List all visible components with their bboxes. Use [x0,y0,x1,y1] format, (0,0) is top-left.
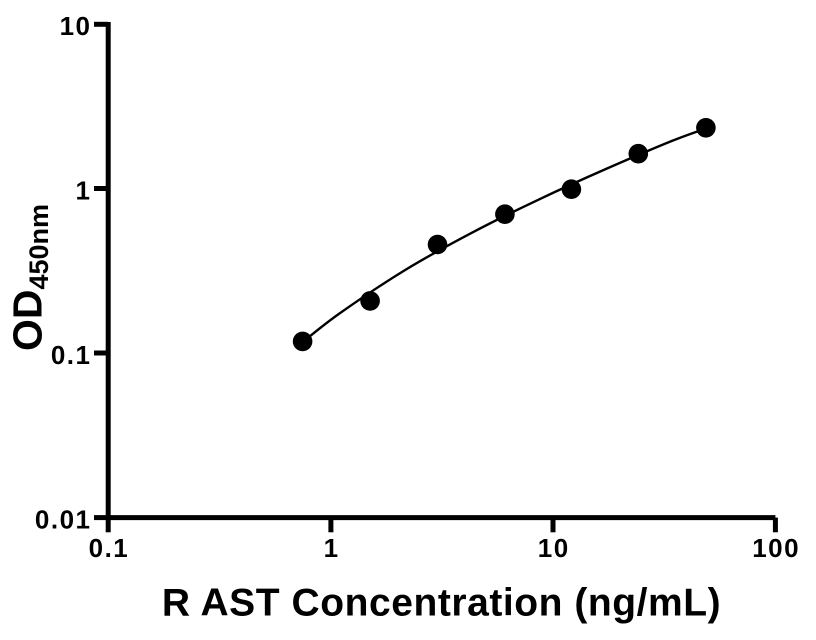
svg-text:1: 1 [324,533,340,563]
svg-text:0.1: 0.1 [51,340,92,370]
svg-text:100: 100 [752,533,800,563]
svg-text:10: 10 [538,533,570,563]
svg-text:1: 1 [76,175,92,205]
svg-text:R AST Concentration (ng/mL): R AST Concentration (ng/mL) [162,582,721,625]
svg-text:10: 10 [60,11,92,41]
svg-text:0.01: 0.01 [35,505,92,535]
svg-text:0.1: 0.1 [89,533,130,563]
